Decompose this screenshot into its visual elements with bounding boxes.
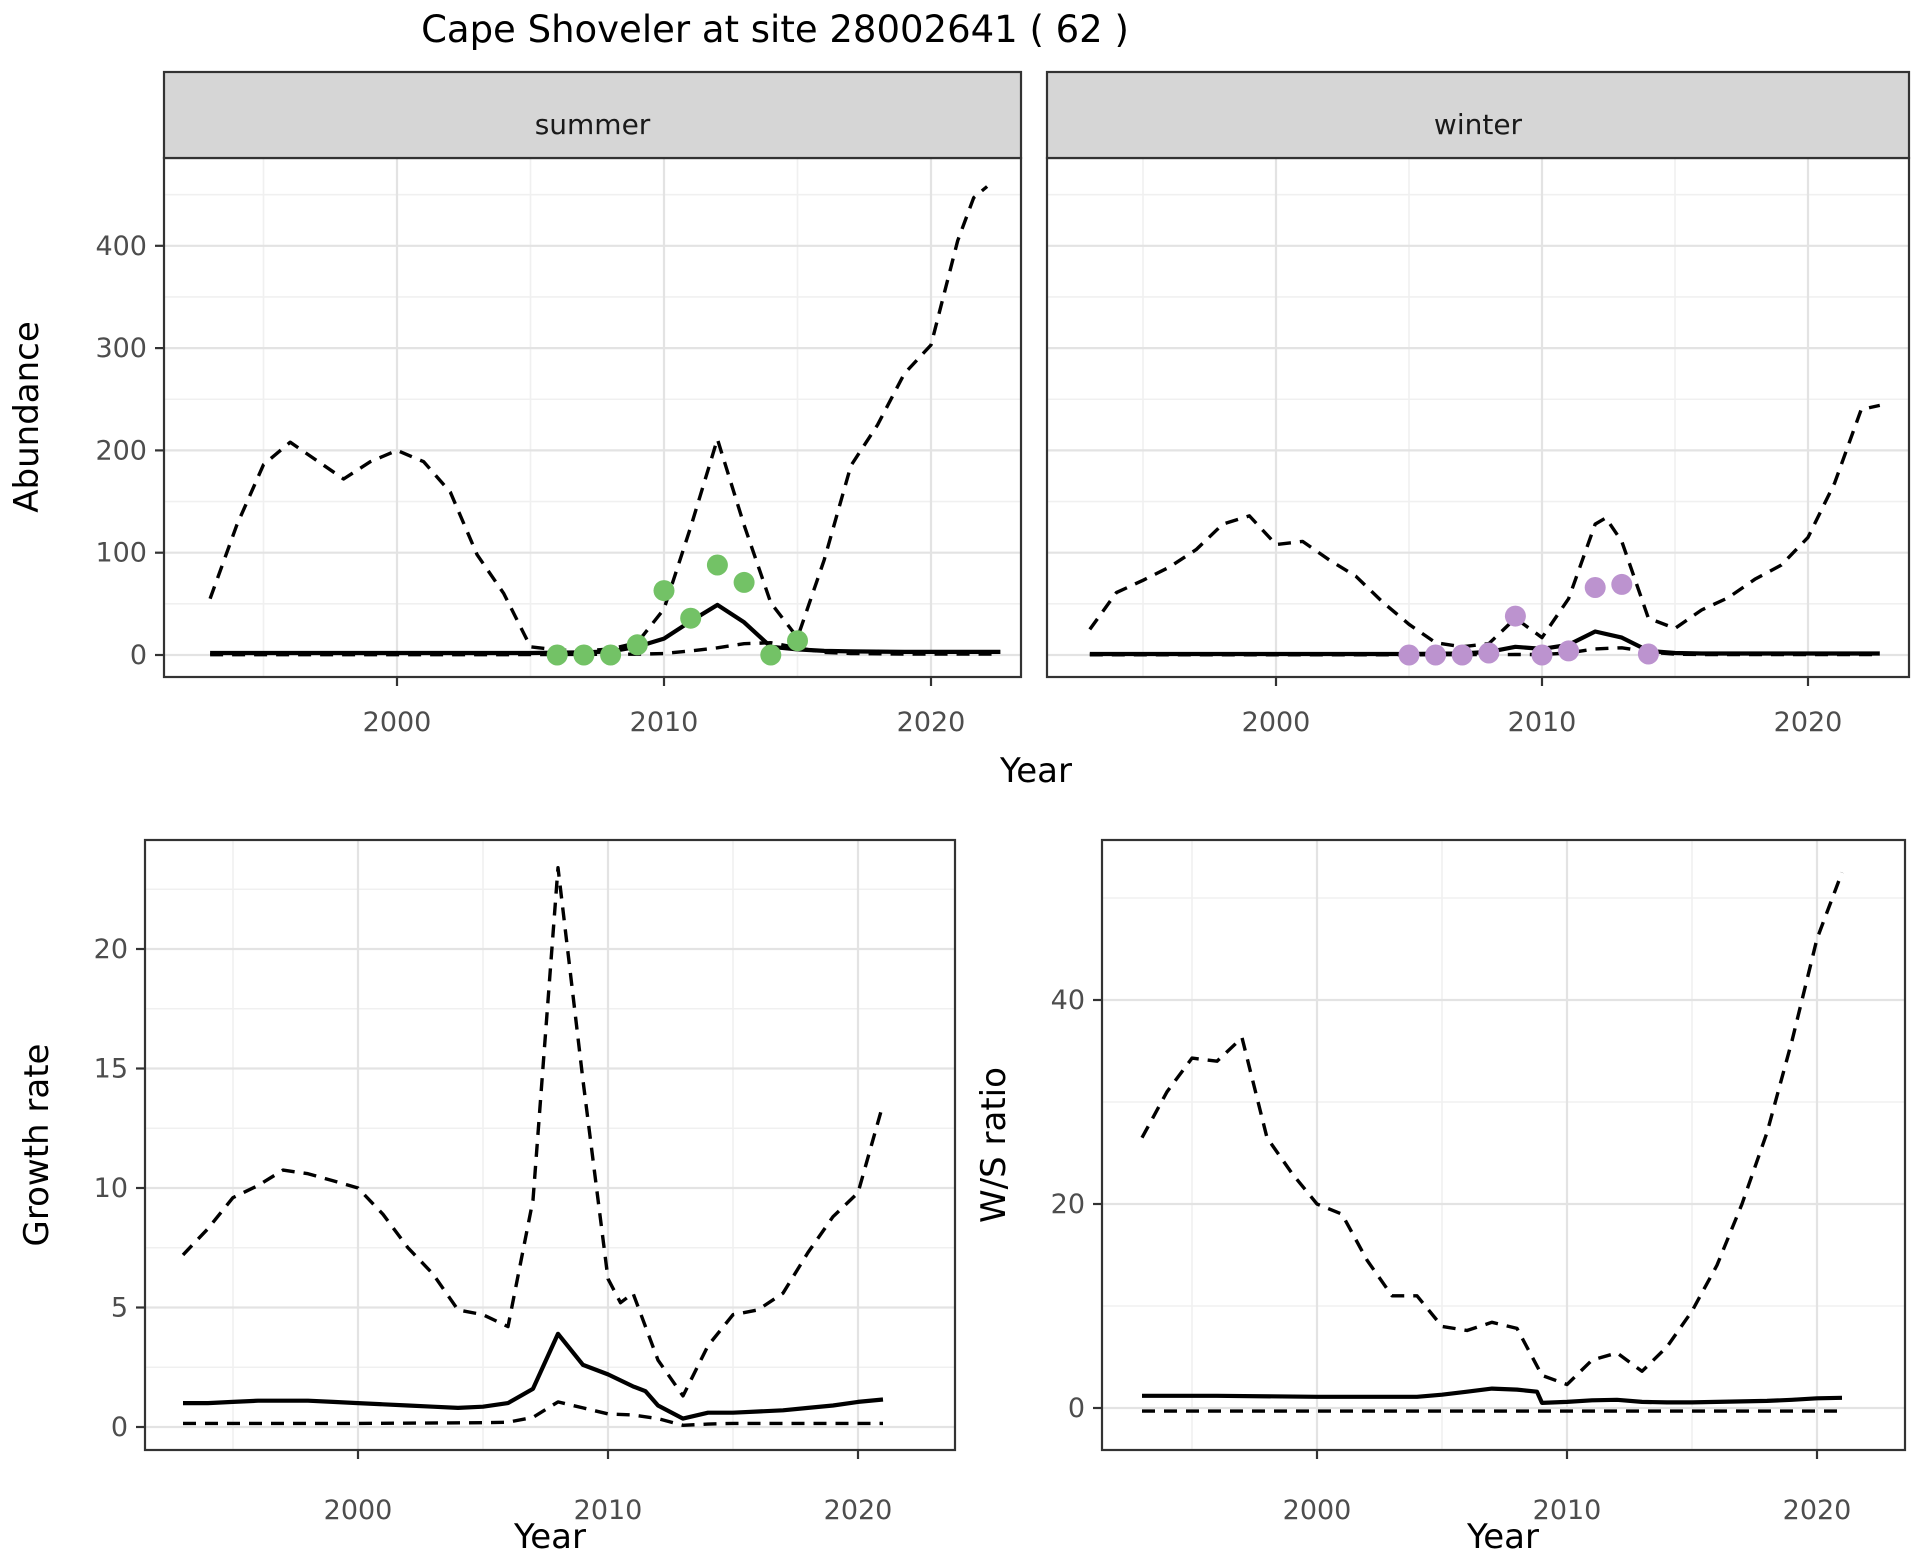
y-tick-label: 40 — [1051, 985, 1085, 1016]
x-tick-label: 2000 — [1242, 707, 1311, 738]
y-tick-label: 100 — [95, 538, 147, 569]
winter-observations-dot — [1425, 644, 1447, 666]
winter-observations-dot — [1637, 643, 1659, 665]
x-axis-title-abundance: Year — [999, 751, 1072, 791]
ws_ratio-panel-border — [1100, 838, 1907, 1452]
summer-observations-dot — [733, 571, 755, 593]
growth_rate-panel-bg — [145, 840, 955, 1450]
x-axis-title-ws_ratio: Year — [1466, 1517, 1539, 1557]
summer-observations-dot — [626, 634, 648, 656]
summer-observations-dot — [573, 644, 595, 666]
y-tick-label: 0 — [111, 1412, 128, 1443]
y-tick-label: 10 — [94, 1173, 128, 1204]
winter-observations-dot — [1558, 640, 1580, 662]
growth_rate-lower_95ci-line — [183, 1400, 883, 1427]
facet-strip-winter — [1045, 70, 1911, 160]
ws_ratio-upper_95ci-line — [1140, 871, 1844, 1387]
x-tick-label: 2020 — [824, 1495, 893, 1526]
facet-strip-label-winter: winter — [1434, 108, 1523, 141]
summer-observations-dot — [680, 607, 702, 629]
winter-observations-dot — [1504, 605, 1526, 627]
growth_rate-median-line — [183, 1331, 884, 1421]
x-tick-label: 2020 — [1783, 1495, 1852, 1526]
summer-observations-dot — [706, 554, 728, 576]
growth_rate-upper_95ci-line — [181, 866, 885, 1398]
ws_ratio-panel-bg — [1102, 840, 1905, 1450]
facet-strip-label-summer: summer — [535, 108, 651, 141]
y-axis-title-abundance_summer: Abundance — [7, 321, 47, 513]
abundance_winter-lower_95ci-line — [1089, 646, 1880, 657]
y-tick-label: 300 — [95, 333, 147, 364]
growth_rate-panel-border — [143, 838, 957, 1452]
x-tick-label: 2020 — [897, 707, 966, 738]
y-tick-label: 0 — [130, 640, 147, 671]
summer-observations-dot — [546, 644, 568, 666]
facet-strip-summer — [162, 70, 1023, 160]
abundance_winter-panel-bg — [1047, 158, 1909, 677]
x-axis-title-growth_rate: Year — [513, 1517, 586, 1557]
x-tick-label: 2010 — [630, 707, 699, 738]
chart-title: Cape Shoveler at site 28002641 ( 62 ) — [421, 8, 1129, 51]
x-tick-label: 2010 — [1533, 1495, 1602, 1526]
y-axis-title-ws_ratio: W/S ratio — [974, 1067, 1014, 1223]
summer-observations-dot — [653, 580, 675, 602]
y-tick-label: 15 — [94, 1054, 128, 1085]
y-tick-label: 0 — [1068, 1393, 1085, 1424]
y-tick-label: 20 — [1051, 1189, 1085, 1220]
y-tick-label: 5 — [111, 1293, 128, 1324]
winter-observations-dot — [1451, 644, 1473, 666]
winter-observations-dot — [1398, 644, 1420, 666]
summer-observations-dot — [600, 644, 622, 666]
y-tick-label: 200 — [95, 435, 147, 466]
summer-observations-dot — [760, 644, 782, 666]
y-tick-label: 400 — [95, 231, 147, 262]
summer-observations-dot — [787, 630, 808, 652]
abundance_summer-panel-bg — [164, 158, 1021, 677]
x-tick-label: 2010 — [574, 1495, 643, 1526]
x-tick-label: 2010 — [1508, 707, 1577, 738]
y-tick-label: 20 — [94, 934, 128, 965]
x-tick-label: 2000 — [324, 1495, 393, 1526]
x-tick-label: 2000 — [1283, 1495, 1352, 1526]
y-axis-title-growth_rate: Growth rate — [17, 1044, 57, 1247]
winter-observations-dot — [1531, 644, 1553, 666]
winter-observations-dot — [1584, 577, 1606, 598]
x-tick-label: 2000 — [363, 707, 432, 738]
winter-observations-dot — [1478, 642, 1500, 664]
ws_ratio-median-line — [1142, 1386, 1843, 1405]
winter-observations-dot — [1611, 573, 1633, 595]
abundance_winter-upper_95ci-line — [1088, 403, 1881, 649]
x-tick-label: 2020 — [1774, 707, 1843, 738]
abundance_summer-upper_95ci-line — [208, 185, 989, 653]
